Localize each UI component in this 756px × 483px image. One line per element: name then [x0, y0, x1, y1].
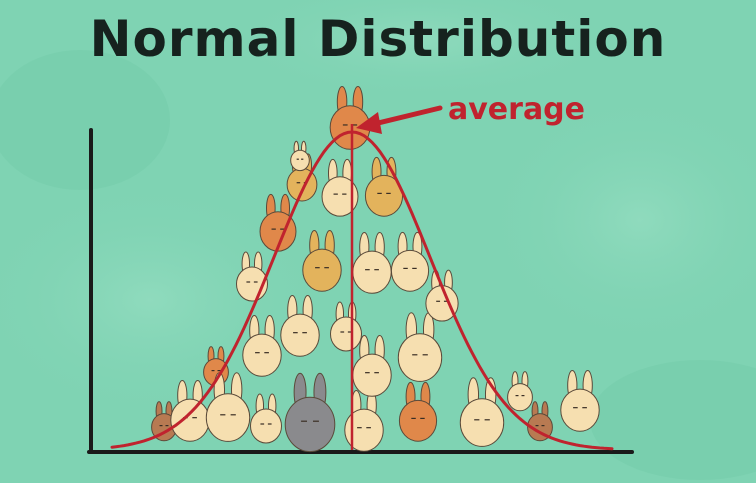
bunny-figure	[321, 158, 359, 217]
bunny-figure	[250, 393, 282, 444]
bunny-figure	[329, 86, 371, 150]
bunny-stack	[151, 86, 600, 453]
bunny-figure	[302, 229, 342, 292]
bunny-figure	[259, 193, 297, 252]
average-arrow	[356, 105, 443, 134]
bunny-figure	[507, 371, 533, 412]
bunny-figure	[284, 372, 336, 453]
bunny-figure	[425, 269, 459, 322]
bunny-figure	[352, 231, 392, 294]
bunny-figure	[170, 379, 210, 442]
bunny-figure	[560, 369, 600, 432]
bunny-figure	[527, 401, 553, 442]
bunny-figure	[459, 377, 505, 447]
bunny-figure	[390, 231, 430, 292]
bunny-figure	[397, 312, 443, 382]
bunny-figure	[242, 314, 282, 377]
bunny-figure	[205, 372, 251, 442]
bunny-figure	[344, 389, 384, 452]
bunny-figure	[280, 294, 320, 357]
bell-curve	[110, 130, 614, 451]
bunny-figure	[290, 140, 310, 172]
bunny-figure	[398, 381, 438, 442]
average-label: average	[448, 92, 586, 127]
page-title: Normal Distribution	[89, 10, 667, 68]
bunny-figure	[364, 156, 404, 217]
bunny-figure	[330, 301, 362, 352]
